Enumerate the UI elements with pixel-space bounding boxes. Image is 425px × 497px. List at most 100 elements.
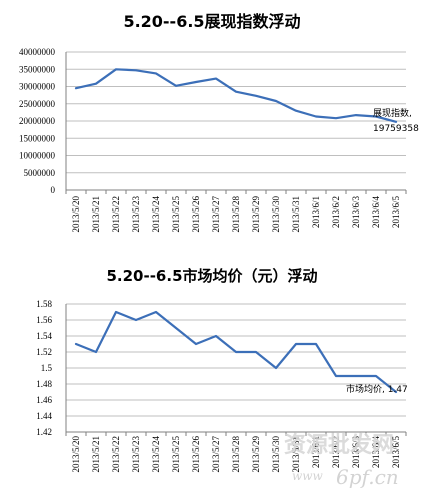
- watermark-url: 6pf.cn: [336, 465, 399, 489]
- data-point: [335, 375, 337, 377]
- data-point: [235, 351, 237, 353]
- y-tick-label: 35000000: [19, 64, 56, 74]
- x-tick-label: 2013/5/27: [211, 196, 221, 233]
- x-tick-label: 2013/6/5: [391, 196, 401, 229]
- x-tick-label: 2013/5/26: [191, 196, 201, 233]
- chart-impressions: 5.20--6.5展现指数浮动 40000000 35000000 30000000…: [19, 12, 419, 233]
- data-point: [195, 81, 197, 83]
- x-tick-label: 2013/6/2: [331, 436, 341, 468]
- x-tick-label: 2013/5/20: [71, 436, 81, 473]
- data-point: [395, 121, 397, 123]
- data-point: [75, 343, 77, 345]
- y-tick-label: 1.54: [36, 331, 52, 341]
- x-tick-label: 2013/5/28: [231, 436, 241, 473]
- y-tick-label: 5000000: [24, 168, 56, 178]
- data-point: [235, 90, 237, 93]
- data-point: [95, 351, 97, 353]
- x-tick-label: 2013/5/30: [271, 436, 281, 473]
- x-tick-label: 2013/5/25: [171, 196, 181, 233]
- x-tick-label: 2013/6/5: [391, 436, 401, 469]
- data-point: [315, 343, 317, 345]
- x-tick-label: 2013/6/4: [371, 436, 381, 469]
- data-point: [195, 343, 197, 345]
- y-tick-label: 1.44: [36, 411, 52, 421]
- watermark-text: 资源批发网: [284, 432, 394, 458]
- data-point: [115, 311, 117, 313]
- x-tick-label: 2013/6/3: [351, 196, 361, 229]
- y-tick-label: 1.58: [36, 299, 52, 309]
- x-tick-label: 2013/5/30: [271, 196, 281, 233]
- data-label: 市场均价, 1.47: [346, 383, 408, 395]
- watermark: 资源批发网 www 6pf.cn: [284, 432, 399, 489]
- x-tick-label: 2013/6/3: [351, 436, 361, 469]
- x-tick-label: 2013/5/29: [251, 436, 261, 473]
- data-point: [135, 319, 137, 321]
- x-tick-label: 2013/5/23: [131, 196, 141, 233]
- y-tick-label: 1.56: [36, 315, 52, 325]
- y-tick-label: 40000000: [19, 47, 56, 57]
- x-tick-label: 2013/6/1: [311, 196, 321, 228]
- x-tick-label: 2013/5/21: [91, 436, 101, 473]
- data-point: [155, 72, 157, 75]
- data-point: [75, 87, 77, 90]
- y-tick-label: 0: [51, 185, 56, 195]
- x-tick-label: 2013/5/25: [171, 436, 181, 473]
- x-tick-label: 2013/5/24: [151, 196, 161, 233]
- x-tick-label: 2013/5/21: [91, 196, 101, 233]
- x-tick-label: 2013/5/20: [71, 196, 81, 233]
- data-point: [155, 311, 157, 313]
- y-tick-label: 1.52: [36, 347, 52, 357]
- series-line: [74, 68, 398, 123]
- x-tick-label: 2013/5/31: [291, 196, 301, 233]
- x-tick-label: 2013/5/24: [151, 436, 161, 473]
- x-tick-label: 2013/5/22: [111, 196, 121, 233]
- y-tick-label: 20000000: [19, 116, 56, 126]
- y-tick-label: 1.48: [36, 379, 52, 389]
- data-point: [115, 68, 117, 71]
- x-tick-label: 2013/5/29: [251, 196, 261, 233]
- y-tick-label: 30000000: [19, 82, 56, 92]
- y-tick-label: 1.42: [36, 427, 52, 437]
- chart-title: 5.20--6.5市场均价（元）浮动: [106, 267, 317, 285]
- data-point: [315, 115, 317, 118]
- data-point: [295, 109, 297, 112]
- x-tick-label: 2013/5/27: [211, 436, 221, 473]
- data-point: [135, 69, 137, 72]
- data-point: [95, 82, 97, 85]
- data-point: [255, 95, 257, 97]
- data-point: [375, 115, 377, 118]
- y-tick-label: 15000000: [19, 133, 56, 143]
- data-point: [215, 335, 217, 337]
- x-tick-label: 2013/6/1: [311, 436, 321, 468]
- x-tick-label: 2013/5/23: [131, 436, 141, 473]
- data-point: [395, 391, 397, 393]
- y-tick-label: 25000000: [19, 99, 56, 109]
- data-point: [355, 114, 357, 116]
- chart-average-price: 5.20--6.5市场均价（元）浮动 1.58 1.56 1.54 1.52 1.5 1.…: [36, 267, 408, 473]
- x-tick-label: 2013/6/2: [331, 196, 341, 228]
- watermark-www: www: [292, 469, 324, 483]
- data-label-line2: 19759358: [373, 124, 419, 134]
- y-tick-label: 1.46: [36, 395, 52, 405]
- data-point: [175, 85, 177, 87]
- chart-title: 5.20--6.5展现指数浮动: [123, 12, 300, 31]
- data-point: [375, 375, 377, 377]
- y-tick-label: 10000000: [19, 151, 56, 161]
- x-tick-label: 2013/5/28: [231, 196, 241, 233]
- data-point: [295, 343, 297, 345]
- data-point: [275, 100, 277, 102]
- x-tick-label: 2013/6/4: [371, 196, 381, 229]
- data-point: [355, 375, 357, 377]
- data-point: [255, 351, 257, 353]
- x-tick-label: 2013/5/22: [111, 436, 121, 473]
- data-point: [175, 327, 177, 329]
- data-label-line1: 展现指数,: [373, 107, 412, 119]
- data-point: [275, 367, 277, 369]
- data-point: [215, 77, 217, 80]
- x-tick-label: 2013/5/31: [291, 436, 301, 473]
- x-tick-label: 2013/5/26: [191, 436, 201, 473]
- y-tick-label: 1.5: [41, 363, 53, 373]
- data-point: [335, 117, 337, 120]
